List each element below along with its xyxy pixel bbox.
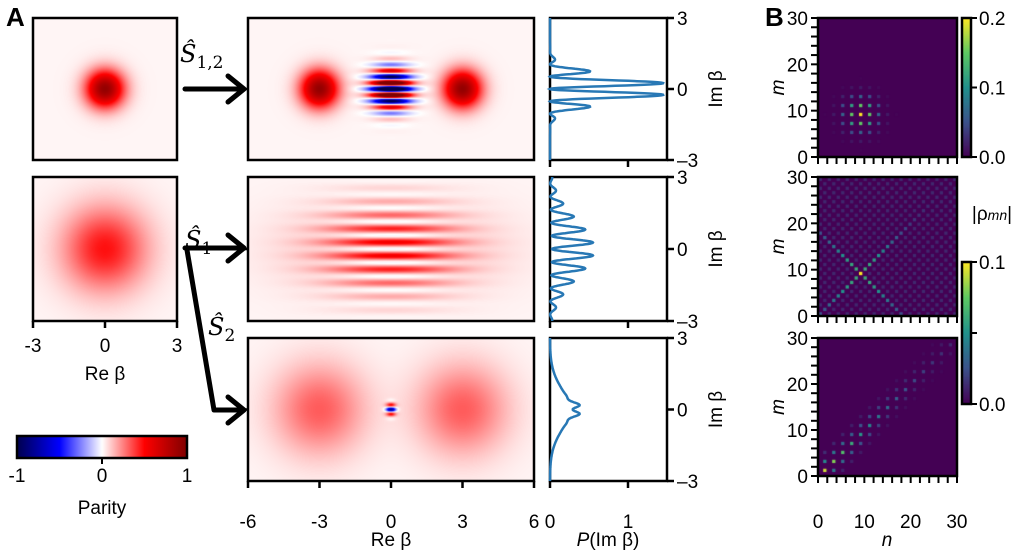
p-plot-frame	[548, 336, 669, 483]
operator-label-s2: Ŝ2	[208, 312, 235, 346]
y-tick-label: 0	[797, 467, 808, 488]
parity-colorbar	[17, 436, 187, 458]
wigner-output-s2	[248, 338, 534, 481]
x-tick-label: 1	[623, 512, 634, 533]
p-im-beta-curve	[548, 338, 581, 481]
y-tick-label: 3	[677, 168, 688, 189]
colorbar-tick-label: 0	[97, 466, 108, 487]
x-axis-label: Re β	[371, 530, 412, 551]
x-tick-label: 30	[946, 512, 967, 533]
wigner-initial-frame	[31, 16, 179, 162]
density-matrix-frame	[816, 16, 959, 159]
y-axis-label: m	[768, 80, 789, 96]
x-tick-label: 10	[854, 512, 875, 533]
density-matrix-middle	[818, 177, 957, 316]
wigner-initial-frame	[31, 175, 179, 323]
wigner-output-s12	[248, 18, 534, 160]
operator-label-s12: Ŝ1,2	[180, 39, 224, 73]
density-matrix-frame	[816, 175, 959, 318]
y-tick-label: 0	[677, 401, 688, 422]
colorbar-tick-label: 0.0	[979, 395, 1005, 416]
y-tick-label: –3	[677, 312, 698, 333]
density-matrix-bottom	[818, 338, 957, 476]
x-tick-label: -3	[311, 512, 328, 533]
y-axis-label: Im β	[706, 230, 727, 267]
x-tick-label: -3	[25, 336, 42, 357]
colorbar-tick-label: -1	[9, 466, 26, 487]
y-tick-label: 0	[797, 148, 808, 169]
colorbar-label: |ρmn|	[972, 204, 1012, 225]
rho-colorbar-frame	[960, 260, 973, 406]
y-tick-label: 10	[787, 102, 808, 123]
y-tick-label: 0	[797, 307, 808, 328]
wigner-output-s1	[248, 177, 534, 321]
x-axis-label: Re β	[85, 364, 126, 385]
x-axis-label: P(Im β)	[577, 530, 640, 551]
y-tick-label: 0	[677, 80, 688, 101]
y-tick-label: 3	[677, 329, 688, 350]
y-tick-label: 20	[787, 55, 808, 76]
y-tick-label: 10	[787, 261, 808, 282]
y-tick-label: 0	[677, 240, 688, 261]
panel-label-a: A	[6, 2, 25, 32]
y-tick-label: 30	[787, 168, 808, 189]
x-tick-label: 3	[457, 512, 468, 533]
y-tick-label: 20	[787, 214, 808, 235]
panel-label-b: B	[765, 2, 784, 32]
x-tick-label: 0	[545, 512, 556, 533]
parity-colorbar-frame	[15, 434, 189, 460]
wigner-output-frame	[246, 336, 536, 483]
x-tick-label: 0	[386, 512, 397, 533]
p-plot-frame	[548, 175, 669, 323]
y-tick-label: –3	[677, 472, 698, 493]
y-tick-label: –3	[677, 151, 698, 172]
density-matrix-frame	[816, 336, 959, 478]
x-tick-label: 0	[813, 512, 824, 533]
x-tick-label: 0	[100, 336, 111, 357]
colorbar-tick-label: 1	[182, 466, 193, 487]
wigner-initial-thermal	[33, 177, 177, 321]
p-im-beta-curve	[546, 18, 665, 160]
y-tick-label: 3	[677, 9, 688, 30]
y-axis-label: Im β	[706, 391, 727, 428]
colorbar-tick-label: 0.2	[979, 9, 1005, 30]
x-tick-label: 20	[900, 512, 921, 533]
wigner-output-frame	[246, 175, 536, 323]
y-axis-label: Im β	[706, 70, 727, 107]
colorbar-tick-label: 0.1	[979, 79, 1005, 100]
x-tick-label: -6	[240, 512, 257, 533]
p-plot-frame	[548, 16, 669, 162]
x-tick-label: 6	[529, 512, 540, 533]
rho-colorbar-frame	[960, 16, 973, 159]
y-axis-label: m	[768, 399, 789, 415]
p-im-beta-curve	[548, 177, 595, 321]
density-matrix-top	[818, 18, 957, 157]
y-tick-label: 30	[787, 329, 808, 350]
colorbar-label: Parity	[78, 498, 127, 519]
rho-colorbar-bottom	[962, 262, 971, 404]
y-tick-label: 10	[787, 421, 808, 442]
colorbar-tick-label: 0.1	[979, 253, 1005, 274]
arrow-s12	[182, 73, 247, 105]
y-tick-label: 20	[787, 375, 808, 396]
rho-colorbar-top	[962, 18, 971, 157]
y-tick-label: 30	[787, 9, 808, 30]
wigner-output-frame	[246, 16, 536, 162]
colorbar-tick-label: 0.0	[979, 148, 1005, 169]
y-axis-label: m	[768, 239, 789, 255]
x-axis-label: n	[882, 530, 893, 551]
wigner-initial-coherent	[33, 18, 177, 160]
x-tick-label: 3	[172, 336, 183, 357]
